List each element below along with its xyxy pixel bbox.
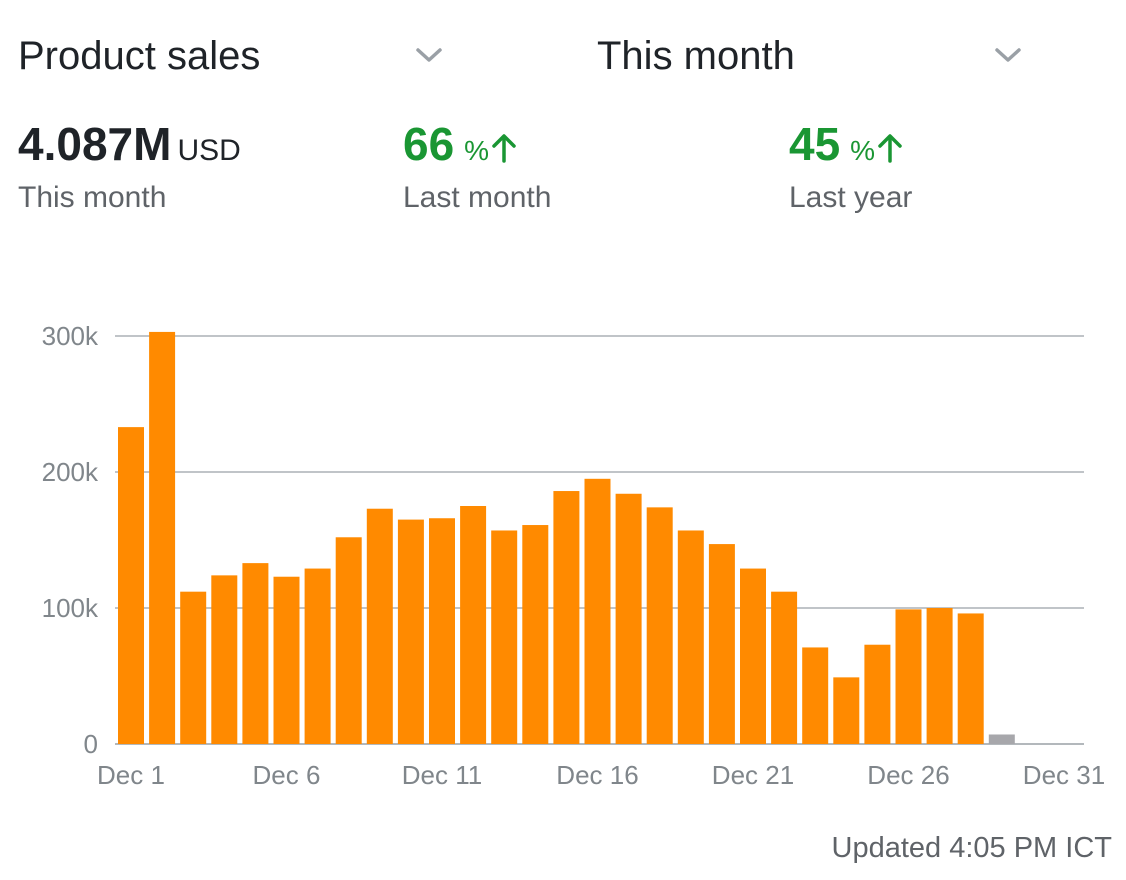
bar-dec-10 bbox=[397, 519, 424, 744]
metric-selector-label: Product sales bbox=[18, 33, 261, 78]
last-month-change-label: Last month bbox=[403, 181, 552, 214]
bar-dec-15 bbox=[553, 491, 580, 744]
total-sales-stat: 4.087M USD This month bbox=[18, 118, 241, 215]
bar-dec-12 bbox=[460, 506, 487, 744]
bar-dec-17 bbox=[615, 493, 642, 744]
y-tick-label: 100k bbox=[42, 593, 99, 623]
bar-dec-2 bbox=[149, 331, 176, 744]
bar-dec-16 bbox=[584, 478, 611, 744]
bar-dec-3 bbox=[180, 591, 207, 744]
bar-dec-23 bbox=[802, 647, 829, 744]
last-month-change-value: 66 bbox=[403, 118, 455, 170]
x-tick-label: Dec 6 bbox=[253, 760, 321, 790]
y-tick-label: 200k bbox=[42, 457, 99, 487]
total-sales-unit: USD bbox=[177, 134, 241, 167]
y-tick-label: 0 bbox=[84, 729, 98, 759]
bar-dec-25 bbox=[864, 644, 891, 744]
bar-dec-13 bbox=[491, 530, 518, 744]
x-tick-label: Dec 26 bbox=[867, 760, 949, 790]
arrow-up-icon bbox=[878, 134, 902, 163]
total-sales-label: This month bbox=[18, 181, 167, 214]
bar-dec-14 bbox=[522, 525, 549, 744]
bar-dec-18 bbox=[646, 507, 673, 744]
last-year-change-unit: % bbox=[850, 135, 876, 166]
x-tick-label: Dec 1 bbox=[97, 760, 165, 790]
bar-dec-6 bbox=[273, 576, 300, 744]
last-year-change-label: Last year bbox=[789, 181, 913, 214]
bar-dec-29 bbox=[988, 734, 1015, 744]
last-month-change-stat: 66% Last month bbox=[403, 118, 551, 215]
last-year-change-value: 45 bbox=[789, 118, 841, 170]
bar-dec-27 bbox=[926, 608, 953, 744]
chevron-down-icon bbox=[416, 48, 442, 62]
bar-dec-20 bbox=[708, 544, 735, 744]
x-tick-label: Dec 11 bbox=[402, 760, 482, 790]
total-sales-value: 4.087M bbox=[18, 118, 172, 170]
last-year-change-figure: 45% bbox=[789, 118, 912, 177]
bar-dec-7 bbox=[304, 568, 331, 744]
bar-dec-5 bbox=[242, 563, 269, 744]
metric-selector[interactable]: Product sales bbox=[18, 28, 448, 84]
last-month-change-figure: 66% bbox=[403, 118, 551, 177]
y-axis-ticks: 0 100k 200k 300k bbox=[42, 321, 99, 759]
x-tick-label: Dec 16 bbox=[556, 760, 638, 790]
bar-dec-8 bbox=[335, 537, 362, 744]
bar-dec-28 bbox=[957, 613, 984, 744]
total-sales-figure: 4.087M USD bbox=[18, 118, 241, 177]
bar-dec-22 bbox=[771, 591, 798, 744]
x-tick-label: Dec 21 bbox=[712, 760, 794, 790]
bar-dec-9 bbox=[366, 508, 393, 744]
x-tick-label: Dec 31 bbox=[1023, 760, 1105, 790]
last-year-change-stat: 45% Last year bbox=[789, 118, 912, 215]
bar-dec-11 bbox=[429, 518, 455, 744]
period-selector[interactable]: This month bbox=[597, 28, 1027, 84]
period-selector-label: This month bbox=[597, 33, 795, 78]
bar-dec-24 bbox=[833, 677, 860, 744]
arrow-up-icon bbox=[492, 134, 516, 163]
bar-dec-4 bbox=[211, 575, 238, 744]
bar-dec-1 bbox=[118, 427, 144, 744]
bars bbox=[118, 331, 1015, 744]
last-updated-text: Updated 4:05 PM ICT bbox=[831, 832, 1112, 864]
x-axis-ticks: Dec 1 Dec 6 Dec 11 Dec 16 Dec 21 Dec 26 Dec 31 bbox=[97, 760, 1105, 790]
bar-dec-21 bbox=[740, 568, 766, 744]
chevron-down-icon bbox=[995, 48, 1021, 62]
y-tick-label: 300k bbox=[42, 321, 99, 351]
bar-dec-19 bbox=[677, 530, 704, 744]
bar-dec-26 bbox=[895, 609, 922, 744]
last-month-change-unit: % bbox=[464, 135, 490, 166]
